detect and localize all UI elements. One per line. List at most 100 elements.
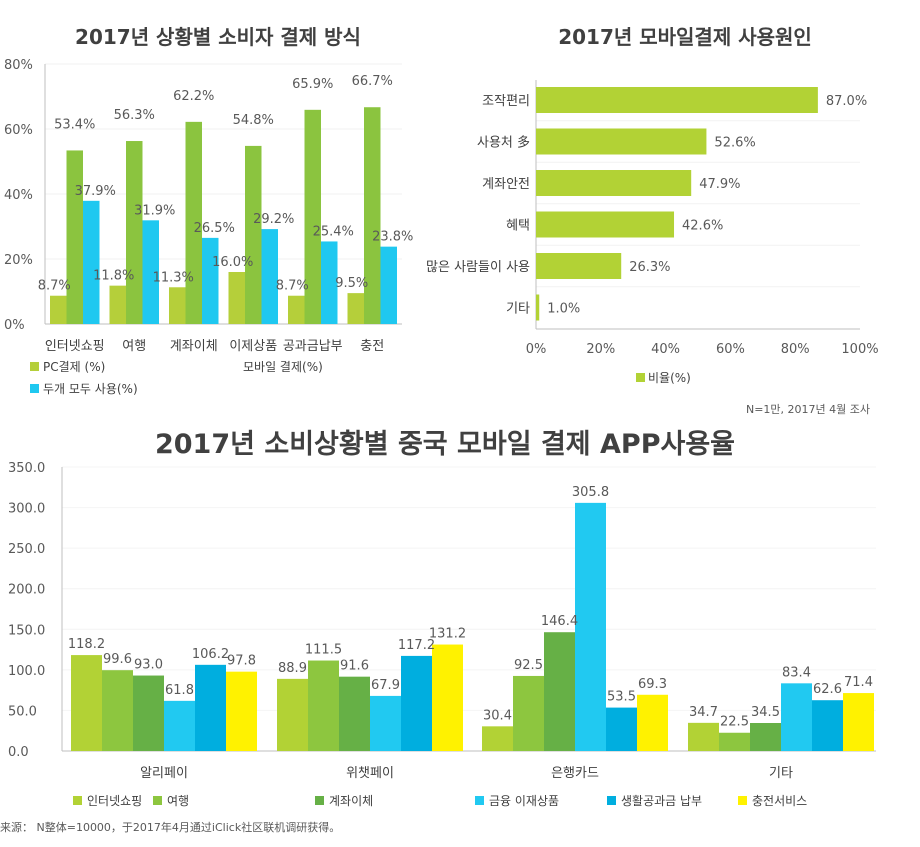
- bar: [812, 700, 843, 751]
- data-label: 53.5: [607, 690, 636, 705]
- data-label: 53.4%: [54, 117, 95, 132]
- category-label: 계좌안전: [482, 177, 530, 192]
- legend-label: 여행: [167, 793, 189, 808]
- y-tick-label: 50.0: [8, 704, 37, 719]
- bar: [843, 693, 874, 751]
- bar: [536, 128, 707, 155]
- category-label: 계좌이체: [170, 339, 218, 354]
- data-label: 62.6: [813, 682, 842, 697]
- data-label: 146.4: [541, 614, 578, 629]
- category-label: 기타: [769, 766, 793, 781]
- data-label: 11.8%: [93, 269, 134, 284]
- legend-swatch: [153, 796, 162, 805]
- bar: [719, 732, 750, 751]
- bar: [364, 107, 381, 324]
- bar: [185, 121, 202, 324]
- data-label: 1.0%: [547, 302, 580, 317]
- category-label: 충전: [360, 339, 384, 354]
- bar: [109, 285, 126, 324]
- category-label: 혜택: [506, 219, 530, 234]
- x-tick-label: 0%: [526, 342, 547, 357]
- bar: [688, 722, 719, 751]
- legend-label: 인터넷쇼핑: [87, 794, 142, 808]
- bar: [536, 170, 692, 196]
- legend-swatch: [30, 384, 39, 393]
- category-label: 이제상품: [229, 339, 277, 354]
- legend-label: 두개 모두 사용(%): [43, 382, 138, 396]
- data-label: 117.2: [398, 638, 435, 653]
- legend-swatch: [315, 796, 324, 805]
- bar: [482, 726, 513, 751]
- bar: [169, 287, 186, 324]
- bar: [536, 253, 622, 279]
- bar: [536, 211, 675, 238]
- x-tick-label: 80%: [781, 342, 810, 357]
- data-label: 22.5: [720, 715, 749, 730]
- bar: [544, 632, 575, 751]
- legend-swatch: [73, 796, 82, 805]
- bar: [66, 150, 83, 324]
- category-label: 인터넷쇼핑: [45, 339, 105, 354]
- data-label: 305.8: [572, 485, 609, 500]
- bar: [228, 272, 245, 324]
- category-label: 사용처 多: [477, 135, 530, 151]
- data-label: 69.3: [638, 677, 667, 692]
- data-label: 99.6: [103, 652, 132, 667]
- data-label: 47.9%: [699, 177, 740, 192]
- legend-swatch: [475, 796, 484, 805]
- data-label: 42.6%: [682, 219, 723, 234]
- data-label: 118.2: [68, 637, 105, 652]
- y-tick-label: 0.0: [8, 745, 29, 760]
- data-label: 34.5: [751, 705, 780, 720]
- bar: [261, 229, 278, 324]
- data-label: 31.9%: [134, 203, 175, 218]
- legend-label: 충전서비스: [752, 794, 807, 808]
- bar: [195, 664, 226, 751]
- data-label: 61.8: [165, 683, 194, 698]
- bar: [321, 241, 338, 324]
- bar: [750, 723, 781, 751]
- legend-swatch: [738, 796, 747, 805]
- y-tick-label: 150.0: [8, 623, 45, 638]
- bar: [606, 707, 637, 751]
- chart1-title: 2017년 상황별 소비자 결제 방식: [75, 25, 361, 49]
- y-tick-label: 20%: [4, 253, 33, 268]
- bar: [637, 694, 668, 751]
- x-tick-label: 60%: [716, 342, 745, 357]
- x-tick-label: 40%: [651, 342, 680, 357]
- y-tick-label: 60%: [4, 123, 33, 138]
- data-label: 29.2%: [253, 212, 294, 227]
- bar: [380, 246, 397, 324]
- bar: [536, 294, 540, 321]
- bar: [142, 220, 159, 324]
- legend-label: PC결제 (%): [43, 360, 105, 374]
- data-label: 11.3%: [153, 270, 194, 285]
- bar: [781, 683, 812, 751]
- bar: [401, 655, 432, 751]
- y-tick-label: 250.0: [8, 542, 45, 557]
- bar: [245, 145, 262, 324]
- source-footnote: 来源： N整体=10000，于2017年4月通过iClick社区联机调研获得。: [0, 820, 340, 834]
- data-label: 91.6: [340, 659, 369, 674]
- bar: [347, 293, 364, 324]
- bar: [102, 670, 133, 751]
- data-label: 52.6%: [714, 136, 755, 151]
- data-label: 16.0%: [212, 255, 253, 270]
- data-label: 92.5: [514, 658, 543, 673]
- bar: [226, 671, 257, 751]
- bar: [126, 141, 143, 324]
- bar: [536, 87, 818, 113]
- bar: [432, 644, 463, 751]
- data-label: 8.7%: [276, 279, 309, 294]
- data-label: 131.2: [429, 627, 466, 642]
- legend-label: 금융 이재상품: [489, 794, 559, 808]
- bar: [50, 295, 67, 324]
- bar: [575, 502, 606, 751]
- legend-swatch: [607, 796, 616, 805]
- chart-mobile-payment-reasons: 2017년 모바일결제 사용원인 87.0% 52.6% 47.9% 42.6% 26.…: [426, 25, 879, 416]
- data-label: 71.4: [844, 675, 873, 690]
- data-label: 54.8%: [233, 113, 274, 128]
- data-label: 97.8: [227, 654, 256, 669]
- data-label: 83.4: [782, 665, 811, 680]
